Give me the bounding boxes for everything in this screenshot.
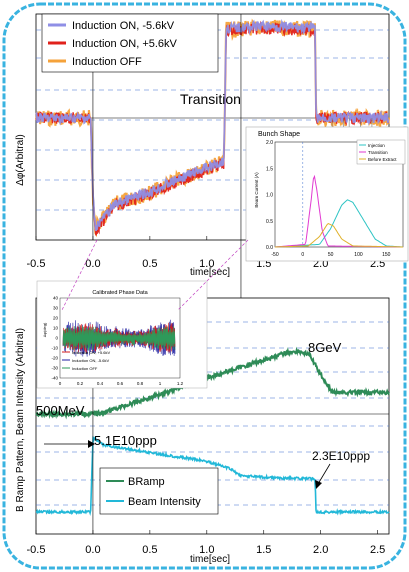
cal-xtick-label: 0.8 [137, 381, 144, 386]
cal-xtick-label: 0.2 [77, 381, 84, 386]
bunch-xtick-label: 100 [354, 252, 363, 258]
phase-legend-box [41, 13, 219, 73]
guide-line-right [177, 239, 249, 311]
bunch-ytick-label: 1.5 [266, 166, 273, 172]
bramp-xtick-label: 2.5 [370, 544, 385, 556]
phase-ylabel: Δφ(Arbitral) [15, 134, 26, 186]
cal-series-line [62, 325, 176, 351]
phase-legend: Induction ON, -5.6kV Induction ON, +5.6k… [41, 13, 219, 73]
bunch-inset-title: Bunch Shape [258, 131, 300, 138]
cal-xtick-label: 1 [159, 381, 162, 386]
cal-ytick-label: -10 [51, 346, 58, 351]
label-23e10: 2.3E10ppp [312, 449, 370, 463]
legend-label-off: Induction OFF [72, 56, 142, 68]
guide-line-left [61, 239, 98, 311]
bunch-ytick-label: 1.0 [266, 193, 273, 199]
label-8gev: 8GeV [308, 340, 342, 355]
cal-legend: Induction ON, +5.6kV Induction ON, -5.6k… [62, 350, 110, 371]
bunch-shape-inset: Bunch Shape Beam Current (A) -50 0 50 100 15… [245, 126, 409, 262]
bunch-inset-ylabel: Beam Current (A) [254, 172, 259, 208]
cal-ytick-label: 20 [53, 316, 59, 321]
phase-xtick-label: 0.5 [142, 258, 157, 270]
bunch-ytick-label: 0.0 [266, 245, 273, 251]
bunch-ytick-label: 2.0 [266, 140, 273, 146]
cal-xtick-label: 1.2 [177, 381, 184, 386]
legend-label-minus: Induction ON, -5.6kV [72, 20, 175, 32]
cal-xtick-label: 0.4 [97, 381, 104, 386]
phase-xlabel: time[sec] [190, 267, 230, 278]
bunch-xtick-label: 50 [328, 252, 334, 258]
phase-xtick-label: 0.0 [85, 258, 100, 270]
phase-xtick-label: -0.5 [27, 258, 46, 270]
bramp-xtick-label: -0.5 [27, 544, 46, 556]
cal-legend-plus: Induction ON, +5.6kV [72, 350, 110, 355]
bunch-ytick-label: 0.5 [266, 219, 273, 225]
bunch-legend-before: Before Extract [368, 157, 397, 162]
bunch-xtick-label: 0 [301, 252, 304, 258]
bramp-xtick-label: 1.0 [199, 544, 214, 556]
arrow-5e10-head [88, 440, 95, 448]
bramp-legend-box [99, 467, 219, 515]
cal-ytick-label: -30 [51, 366, 58, 371]
legend-label-intensity: Beam Intensity [128, 496, 201, 508]
cal-ytick-label: -40 [51, 376, 58, 381]
bunch-series-line [275, 223, 403, 248]
cal-ytick-label: 10 [53, 326, 59, 331]
bunch-xtick-label: 150 [382, 252, 391, 258]
cal-ytick-label: 30 [53, 306, 59, 311]
bunch-legend-injection: Injection [368, 143, 385, 148]
bramp-ylabel: B Ramp Pattern, Beam Intensity (Arbitral… [15, 328, 26, 512]
bunch-legend: Injection Transition Before Extract [356, 139, 406, 165]
phase-series-line [35, 18, 390, 232]
bramp-xtick-label: 2.0 [313, 544, 328, 556]
arrow-23e10-head [315, 480, 322, 489]
legend-label-bramp: BRamp [128, 476, 165, 488]
bramp-xtick-label: 1.5 [256, 544, 271, 556]
cal-legend-off: Induction OFF [72, 366, 98, 371]
bramp-xlabel: time[sec] [190, 554, 230, 565]
bramp-xtick-label: 0.0 [85, 544, 100, 556]
arrow-23e10 [317, 463, 331, 485]
cal-xtick-label: 0 [59, 381, 62, 386]
cal-inset-title: Calibrated Phase Data [92, 290, 148, 296]
bramp-series-line [35, 346, 390, 420]
label-500mev: 500MeV [36, 403, 85, 418]
cal-xtick-label: 0.6 [117, 381, 124, 386]
label-5e10: 5.1E10ppp [94, 433, 157, 448]
bunch-xtick-label: -50 [271, 252, 278, 258]
intensity-series-line [35, 435, 390, 517]
bramp-xtick-label: 0.5 [142, 544, 157, 556]
bunch-legend-transition: Transition [368, 150, 388, 155]
cal-legend-minus: Induction ON, -5.6kV [72, 358, 109, 363]
legend-label-plus: Induction ON, +5.6kV [72, 38, 178, 50]
bramp-legend: BRamp Beam Intensity [99, 467, 219, 515]
transition-annotation: Transition [180, 91, 241, 107]
calibrated-phase-inset: Calibrated Phase Data Δφ(deg) 0 0.2 0.4 0.6… [36, 280, 208, 389]
cal-ytick-label: 40 [53, 296, 59, 301]
cal-inset-ylabel: Δφ(deg) [42, 322, 47, 337]
cal-ytick-label: 0 [55, 336, 58, 341]
phase-xtick-label: 1.0 [199, 258, 214, 270]
cal-ytick-label: -20 [51, 356, 58, 361]
